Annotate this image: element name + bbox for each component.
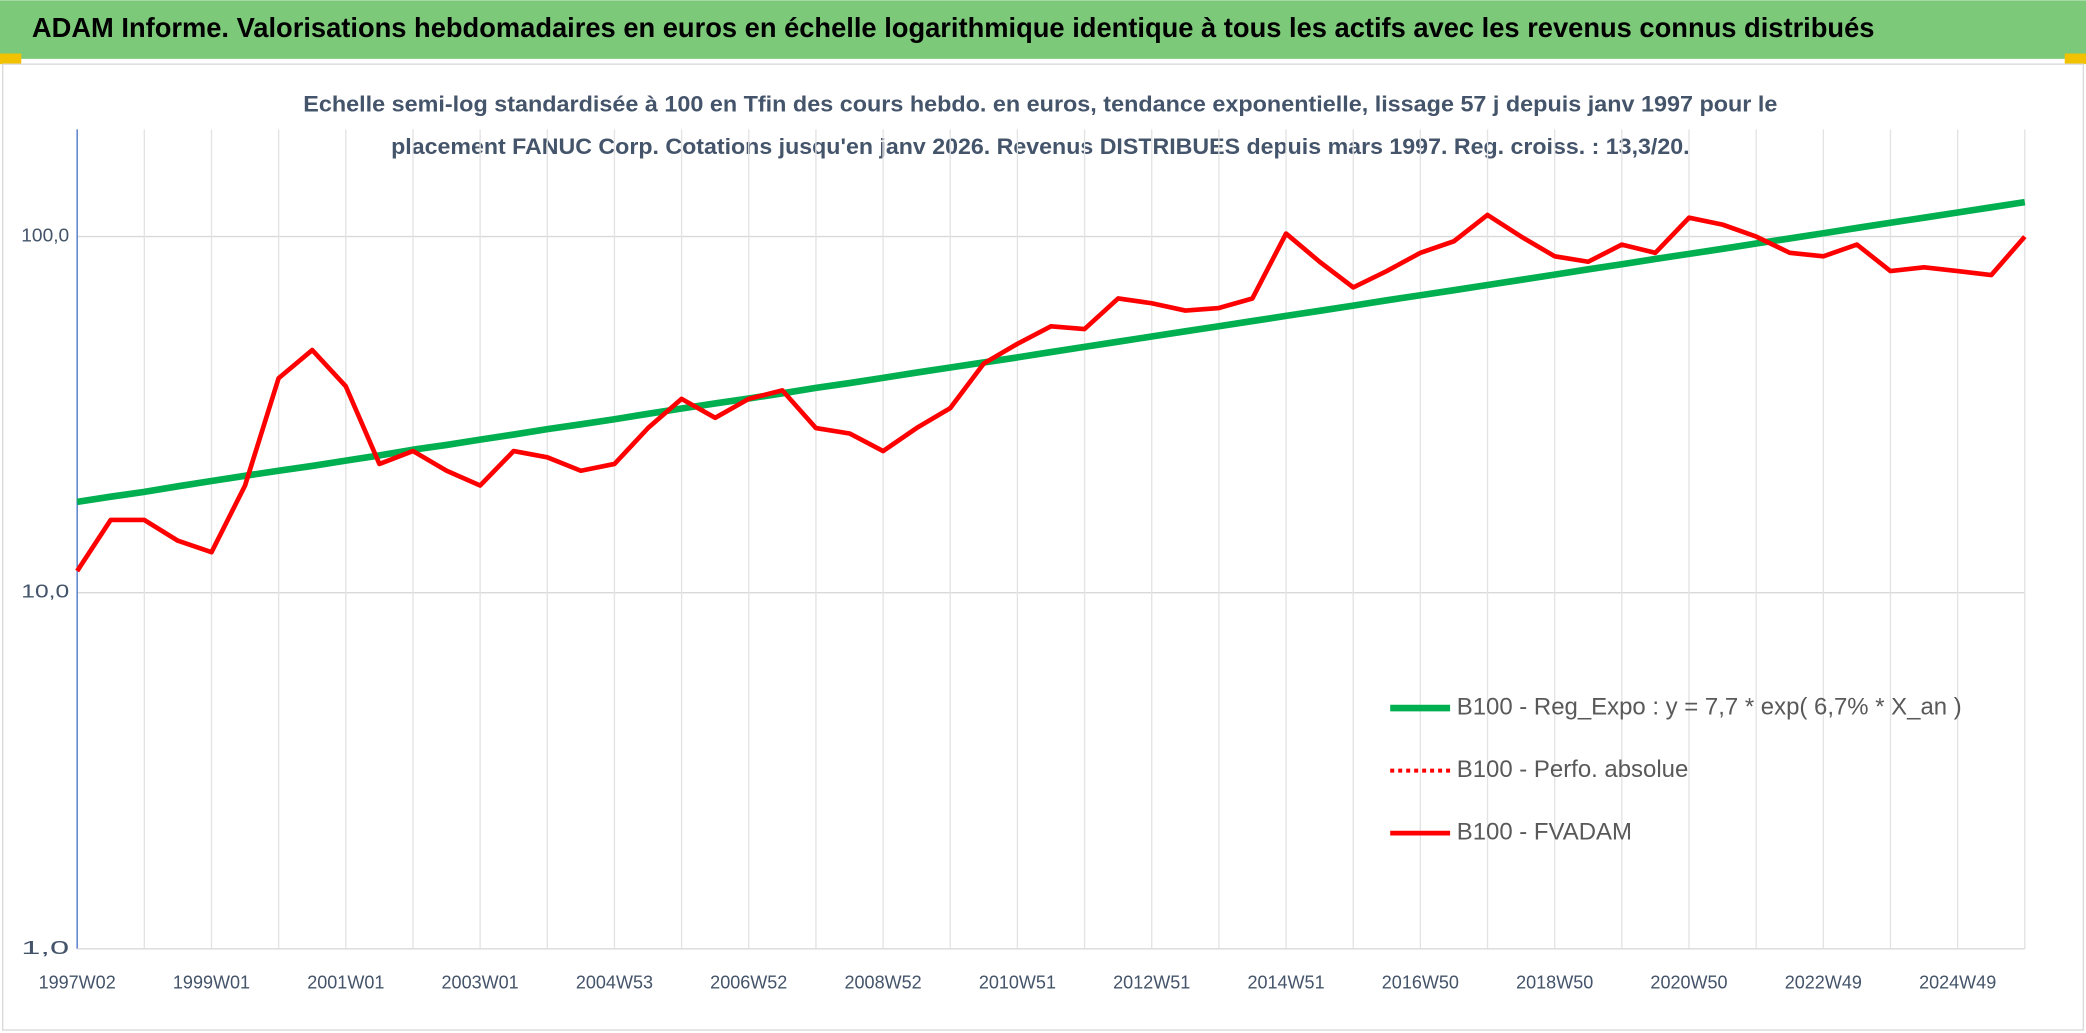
x-tick-label: 2018W50: [1516, 971, 1593, 992]
legend-label: B100 - Reg_Expo : y = 7,7 * exp( 6,7% * …: [1457, 693, 1962, 720]
x-tick-label: 2008W52: [845, 971, 922, 992]
legend-label: B100 - FVADAM: [1457, 818, 1632, 845]
y-tick-label: 1,0: [21, 937, 69, 958]
x-tick-label: 2003W01: [442, 971, 519, 992]
x-tick-label: 2012W51: [1113, 971, 1190, 992]
chart-frame: [1, 63, 2085, 1031]
x-tick-label: 2006W52: [710, 971, 787, 992]
chart-subtitle: Echelle semi-log standardisée à 100 en T…: [303, 91, 1777, 116]
y-tick-label: 100,0: [21, 224, 69, 245]
x-tick-label: 2014W51: [1247, 971, 1324, 992]
legend-label: B100 - Perfo. absolue: [1457, 756, 1689, 783]
x-tick-label: 2001W01: [307, 971, 384, 992]
x-tick-label: 2020W50: [1650, 971, 1727, 992]
chart-title: ADAM Informe. Valorisations hebdomadaire…: [32, 12, 1875, 43]
x-tick-label: 2010W51: [979, 971, 1056, 992]
x-tick-label: 2024W49: [1919, 971, 1996, 992]
x-tick-label: 2022W49: [1785, 971, 1862, 992]
x-tick-label: 1999W01: [173, 971, 250, 992]
title-bar: [0, 0, 2086, 59]
x-tick-label: 1997W02: [39, 971, 116, 992]
series-line: [75, 212, 2027, 573]
corner-mark: [0, 53, 22, 65]
y-tick-label: 10,0: [21, 581, 69, 602]
chart-subtitle: placement FANUC Corp. Cotations jusqu'en…: [391, 134, 1689, 159]
x-tick-label: 2004W53: [576, 971, 653, 992]
corner-mark: [2064, 53, 2086, 65]
series-line: [76, 198, 2026, 506]
x-tick-label: 2016W50: [1382, 971, 1459, 992]
